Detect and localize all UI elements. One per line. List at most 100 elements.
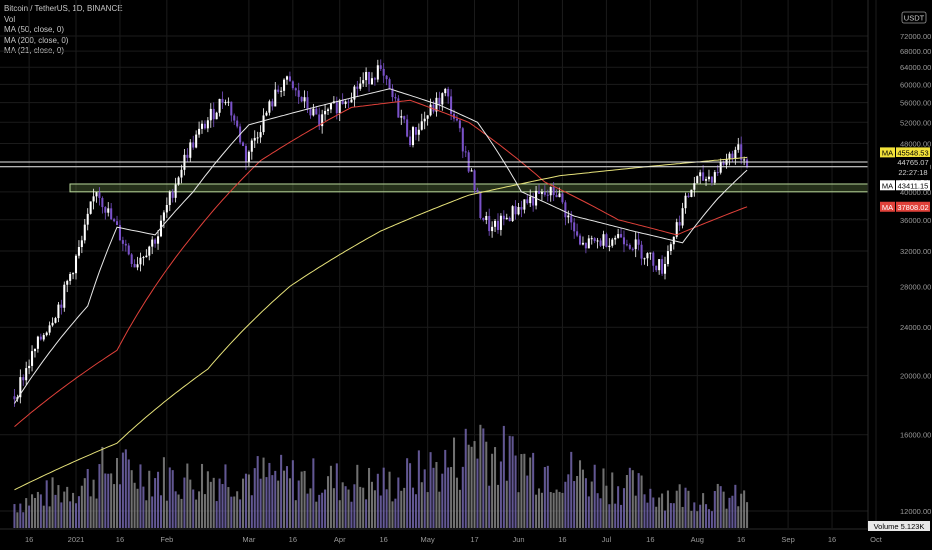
volume-bar — [51, 477, 54, 528]
volume-bar — [543, 467, 546, 528]
candle-body — [104, 207, 107, 213]
volume-bar — [95, 498, 98, 528]
volume-bar — [537, 488, 541, 528]
volume-bar — [356, 464, 359, 528]
volume-bar — [584, 478, 587, 528]
volume-bar — [617, 486, 620, 528]
volume-bar — [300, 471, 303, 528]
volume-bar — [414, 494, 417, 528]
candle-body — [203, 123, 206, 129]
volume-bar — [195, 499, 198, 528]
candle-body — [198, 128, 201, 135]
volume-bar — [455, 477, 458, 528]
volume-bar — [250, 495, 253, 528]
volume-bar — [253, 468, 256, 528]
volume-bar — [77, 496, 80, 528]
x-tick-label: 16 — [380, 535, 388, 544]
volume-bar — [640, 475, 643, 528]
candle-body — [13, 396, 16, 400]
y-tick-label: 48000.00 — [900, 139, 931, 148]
candle-body — [133, 263, 136, 268]
volume-bar — [341, 482, 344, 528]
candle-body — [561, 193, 564, 203]
volume-bar — [57, 485, 60, 528]
candle-body — [450, 96, 453, 114]
candle-body — [373, 78, 376, 80]
candle-body — [335, 101, 338, 114]
volume-bar — [98, 464, 101, 528]
volume-bar — [329, 465, 332, 528]
candle-body — [171, 191, 174, 198]
volume-bar — [133, 482, 136, 528]
volume-bar — [285, 466, 289, 528]
volume-bar — [198, 491, 201, 528]
volume-bar — [461, 466, 464, 528]
volume-bar — [174, 491, 177, 528]
candle-body — [540, 192, 543, 194]
volume-bar — [608, 504, 611, 528]
candle-body — [306, 97, 309, 110]
candle-body — [309, 109, 312, 116]
volume-bar — [464, 428, 467, 528]
candle-body — [283, 79, 286, 91]
volume-bar — [121, 452, 124, 528]
volume-bar — [614, 503, 617, 528]
volume-bar — [335, 463, 338, 528]
candle-body — [476, 189, 479, 193]
candle-body — [388, 79, 391, 89]
candle-body — [271, 101, 274, 107]
candle-body — [233, 115, 236, 121]
volume-bar — [180, 498, 183, 528]
candle-body — [681, 208, 684, 226]
candle-body — [705, 179, 708, 181]
candle-body — [444, 88, 447, 94]
candle-body — [479, 192, 482, 218]
volume-bar — [221, 484, 224, 528]
volume-bar — [33, 497, 36, 528]
volume-bar — [719, 486, 722, 528]
candle-body — [435, 97, 438, 112]
candle-body — [174, 184, 177, 198]
candle-body — [277, 89, 280, 92]
volume-bar — [113, 484, 116, 528]
volume-bar — [652, 497, 655, 528]
volume-bar — [699, 504, 702, 528]
candle-body — [285, 76, 289, 80]
volume-bar — [409, 463, 412, 528]
candle-body — [303, 97, 306, 102]
volume-bar — [406, 458, 409, 528]
candle-body — [599, 240, 602, 246]
candle-body — [614, 237, 617, 240]
y-tick-label: 12000.00 — [900, 507, 931, 516]
volume-bar — [189, 479, 192, 528]
volume-bar — [494, 447, 497, 528]
volume-bar — [244, 473, 247, 528]
volume-bar — [271, 475, 274, 528]
volume-bar — [151, 496, 154, 528]
candle-body — [620, 234, 623, 238]
volume-bar — [318, 494, 321, 528]
candle-body — [628, 244, 631, 249]
volume-bar — [403, 487, 406, 528]
volume-bar — [19, 503, 22, 528]
volume-bar — [411, 487, 415, 528]
candle-body — [54, 318, 57, 323]
volume-bar — [549, 492, 552, 528]
volume-bar — [306, 493, 309, 528]
candle-body — [315, 108, 318, 115]
candle-body — [740, 144, 743, 161]
price-tag-ma-label-bg — [880, 147, 895, 158]
candle-body — [338, 100, 341, 114]
currency-badge-frame — [901, 11, 927, 24]
candle-body — [579, 235, 582, 245]
volume-bar — [514, 455, 517, 528]
price-tag-ma-label-bg — [880, 180, 895, 191]
candle-body — [532, 196, 535, 206]
candle-body — [376, 65, 379, 80]
x-tick-label: 2021 — [68, 535, 85, 544]
candle-body — [511, 206, 514, 222]
volume-bar — [743, 490, 746, 528]
candle-body — [447, 88, 450, 97]
candle-body — [186, 154, 189, 158]
